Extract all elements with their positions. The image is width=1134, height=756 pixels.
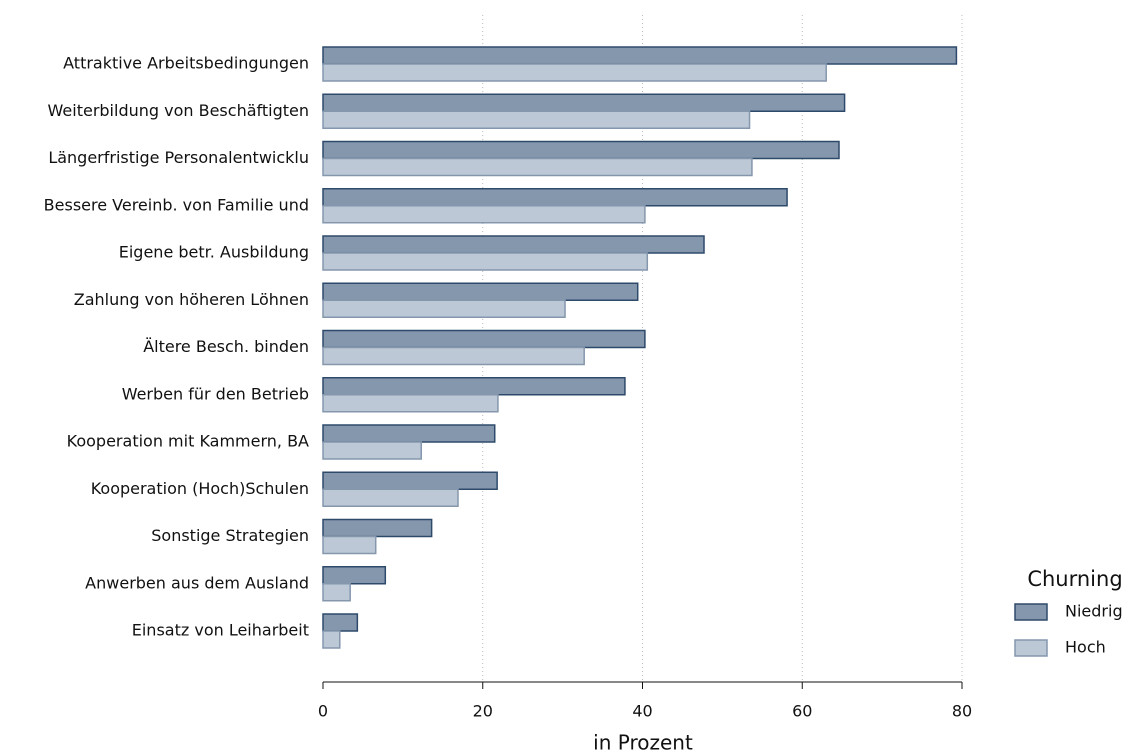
- bar: [322, 488, 459, 507]
- legend-label: Niedrig: [1065, 602, 1123, 621]
- y-tick-label: Kooperation mit Kammern, BA: [67, 432, 309, 451]
- bar: [322, 566, 387, 585]
- bar: [322, 110, 751, 129]
- bar: [322, 63, 827, 82]
- legend-title: Churning: [1027, 567, 1122, 591]
- bar: [322, 329, 646, 349]
- bar: [322, 140, 840, 160]
- y-tick-label: Anwerben aus dem Ausland: [85, 573, 309, 592]
- y-tick-label: Längerfristige Personalentwicklu: [48, 148, 309, 167]
- bar: [322, 299, 566, 318]
- x-axis-label: in Prozent: [593, 731, 693, 755]
- bar: [322, 471, 498, 490]
- y-tick-label: Werben für den Betrieb: [122, 384, 309, 403]
- y-tick-label: Weiterbildung von Beschäftigten: [48, 101, 309, 120]
- bar: [322, 630, 341, 649]
- bar: [322, 188, 788, 207]
- bar: [322, 583, 351, 602]
- bar: [322, 441, 422, 460]
- y-tick-label: Sonstige Strategien: [151, 526, 309, 545]
- bar: [322, 46, 958, 65]
- bar: [322, 613, 359, 632]
- bar: [322, 394, 499, 413]
- bar: [322, 377, 626, 396]
- y-tick-label: Zahlung von höheren Löhnen: [74, 290, 309, 309]
- y-tick-label: Kooperation (Hoch)Schulen: [91, 479, 309, 498]
- x-tick-label: 0: [318, 702, 328, 721]
- bar: [322, 93, 846, 112]
- bar: [322, 346, 585, 366]
- x-tick-label: 80: [952, 702, 972, 721]
- legend-label: Hoch: [1065, 638, 1106, 657]
- y-tick-label: Eigene betr. Ausbildung: [119, 243, 309, 262]
- bar: [322, 205, 646, 224]
- bar: [322, 518, 433, 538]
- bar: [322, 157, 753, 177]
- y-tick-label: Ältere Besch. binden: [143, 337, 309, 356]
- legend-swatch: [1014, 639, 1048, 657]
- y-tick-label: Einsatz von Leiharbeit: [132, 621, 309, 640]
- y-tick-label: Attraktive Arbeitsbedingungen: [63, 54, 309, 73]
- bar: [322, 424, 496, 443]
- bar: [322, 535, 377, 555]
- x-tick-label: 40: [632, 702, 652, 721]
- bar: [322, 252, 649, 271]
- bar: [322, 282, 639, 301]
- x-tick-label: 20: [473, 702, 493, 721]
- bar: [322, 235, 705, 254]
- y-tick-label: Bessere Vereinb. von Familie und: [44, 195, 309, 214]
- x-tick-label: 60: [792, 702, 812, 721]
- legend-swatch: [1014, 603, 1048, 621]
